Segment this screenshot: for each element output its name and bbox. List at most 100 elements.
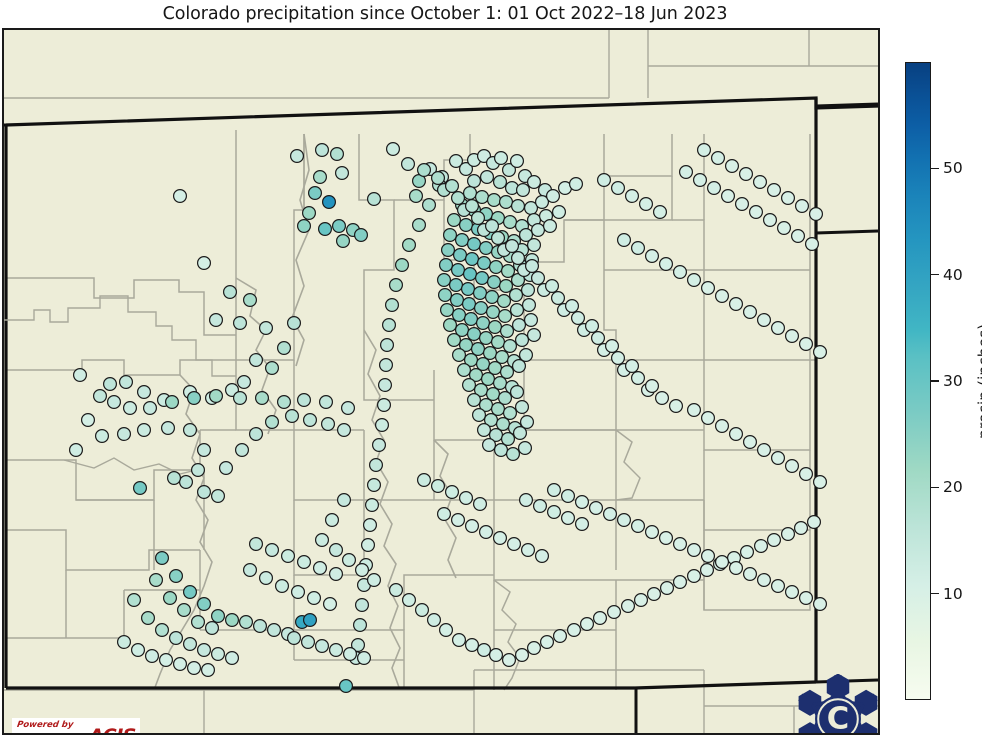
- station-marker[interactable]: [233, 316, 248, 331]
- station-marker[interactable]: [402, 238, 417, 253]
- station-marker[interactable]: [177, 602, 192, 617]
- station-marker[interactable]: [812, 345, 827, 360]
- station-marker[interactable]: [459, 162, 474, 177]
- station-marker[interactable]: [159, 652, 174, 667]
- station-marker[interactable]: [494, 443, 509, 458]
- station-marker[interactable]: [756, 443, 771, 458]
- station-marker[interactable]: [503, 215, 518, 230]
- station-marker[interactable]: [141, 610, 156, 625]
- station-marker[interactable]: [624, 189, 639, 204]
- station-marker[interactable]: [472, 408, 487, 423]
- station-marker[interactable]: [337, 493, 352, 508]
- station-marker[interactable]: [315, 638, 330, 653]
- station-marker[interactable]: [480, 170, 495, 185]
- station-marker[interactable]: [518, 493, 533, 508]
- station-marker[interactable]: [395, 258, 410, 273]
- station-marker[interactable]: [290, 148, 305, 163]
- station-marker[interactable]: [672, 265, 687, 280]
- station-marker[interactable]: [315, 142, 330, 157]
- station-marker[interactable]: [211, 608, 226, 623]
- station-marker[interactable]: [509, 288, 524, 303]
- station-marker[interactable]: [183, 423, 198, 438]
- station-marker[interactable]: [145, 648, 160, 663]
- station-marker[interactable]: [323, 596, 338, 611]
- station-marker[interactable]: [534, 195, 549, 210]
- station-marker[interactable]: [510, 385, 525, 400]
- station-marker[interactable]: [464, 312, 479, 327]
- station-marker[interactable]: [728, 427, 743, 442]
- station-marker[interactable]: [281, 548, 296, 563]
- station-marker[interactable]: [742, 305, 757, 320]
- station-marker[interactable]: [72, 368, 87, 383]
- station-marker[interactable]: [225, 612, 240, 627]
- station-marker[interactable]: [173, 656, 188, 671]
- station-marker[interactable]: [197, 485, 212, 500]
- station-marker[interactable]: [686, 542, 701, 557]
- station-marker[interactable]: [579, 616, 594, 631]
- station-marker[interactable]: [474, 301, 489, 316]
- station-marker[interactable]: [532, 499, 547, 514]
- station-marker[interactable]: [526, 640, 541, 655]
- station-marker[interactable]: [191, 614, 206, 629]
- station-marker[interactable]: [137, 385, 152, 400]
- station-marker[interactable]: [473, 286, 488, 301]
- station-marker[interactable]: [646, 586, 661, 601]
- station-marker[interactable]: [378, 378, 393, 393]
- station-marker[interactable]: [518, 348, 533, 363]
- station-marker[interactable]: [539, 634, 554, 649]
- station-marker[interactable]: [318, 222, 333, 237]
- station-marker[interactable]: [638, 197, 653, 212]
- station-marker[interactable]: [812, 475, 827, 490]
- station-marker[interactable]: [592, 610, 607, 625]
- station-marker[interactable]: [462, 378, 477, 393]
- station-marker[interactable]: [169, 630, 184, 645]
- station-marker[interactable]: [297, 393, 312, 408]
- station-marker[interactable]: [696, 142, 711, 157]
- station-marker[interactable]: [233, 391, 248, 406]
- station-marker[interactable]: [386, 141, 401, 156]
- station-marker[interactable]: [588, 501, 603, 516]
- station-marker[interactable]: [471, 211, 486, 226]
- station-marker[interactable]: [431, 171, 446, 186]
- station-marker[interactable]: [169, 568, 184, 583]
- station-marker[interactable]: [122, 401, 137, 416]
- station-marker[interactable]: [253, 618, 268, 633]
- station-marker[interactable]: [183, 584, 198, 599]
- station-marker[interactable]: [451, 513, 466, 528]
- station-marker[interactable]: [477, 256, 492, 271]
- station-marker[interactable]: [308, 186, 323, 201]
- station-marker[interactable]: [499, 195, 514, 210]
- station-marker[interactable]: [355, 562, 370, 577]
- station-marker[interactable]: [738, 167, 753, 182]
- station-marker[interactable]: [513, 426, 528, 441]
- station-marker[interactable]: [259, 570, 274, 585]
- station-marker[interactable]: [560, 489, 575, 504]
- station-marker[interactable]: [590, 331, 605, 346]
- station-marker[interactable]: [447, 213, 462, 228]
- station-marker[interactable]: [377, 398, 392, 413]
- station-marker[interactable]: [714, 419, 729, 434]
- station-marker[interactable]: [546, 483, 561, 498]
- station-marker[interactable]: [155, 550, 170, 565]
- station-marker[interactable]: [291, 584, 306, 599]
- station-marker[interactable]: [249, 537, 264, 552]
- station-marker[interactable]: [521, 298, 536, 313]
- station-marker[interactable]: [321, 417, 336, 432]
- station-marker[interactable]: [534, 548, 549, 563]
- station-marker[interactable]: [714, 289, 729, 304]
- station-marker[interactable]: [668, 399, 683, 414]
- station-marker[interactable]: [624, 359, 639, 374]
- station-marker[interactable]: [479, 525, 494, 540]
- station-marker[interactable]: [584, 319, 599, 334]
- station-marker[interactable]: [451, 191, 466, 206]
- station-marker[interactable]: [337, 423, 352, 438]
- station-marker[interactable]: [506, 447, 521, 462]
- station-marker[interactable]: [493, 175, 508, 190]
- station-marker[interactable]: [491, 231, 506, 246]
- station-marker[interactable]: [742, 566, 757, 581]
- station-marker[interactable]: [644, 379, 659, 394]
- station-marker[interactable]: [604, 339, 619, 354]
- station-marker[interactable]: [437, 273, 452, 288]
- station-marker[interactable]: [285, 409, 300, 424]
- station-marker[interactable]: [658, 257, 673, 272]
